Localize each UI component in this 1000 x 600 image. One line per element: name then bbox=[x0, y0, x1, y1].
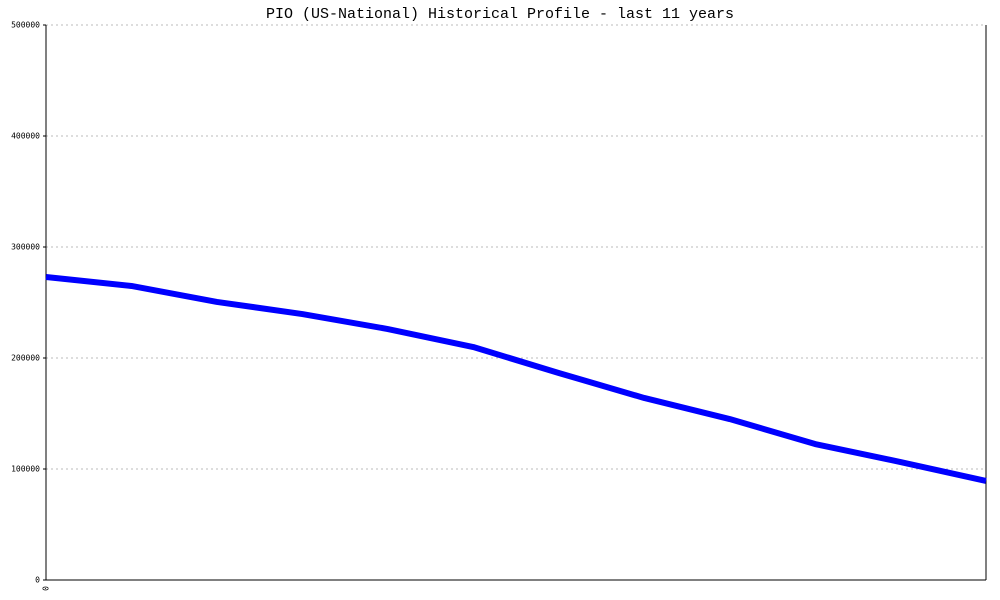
y-tick-label: 400000 bbox=[11, 132, 40, 141]
y-tick-label: 200000 bbox=[11, 354, 40, 363]
data-line bbox=[45, 273, 987, 484]
y-tick-label: 0 bbox=[35, 576, 40, 585]
y-tick-label: 500000 bbox=[11, 21, 40, 30]
y-tick-label: 100000 bbox=[11, 465, 40, 474]
chart-title: PIO (US-National) Historical Profile - l… bbox=[266, 6, 734, 23]
x-tick-label: 0 bbox=[42, 586, 51, 591]
y-tick-label: 300000 bbox=[11, 243, 40, 252]
